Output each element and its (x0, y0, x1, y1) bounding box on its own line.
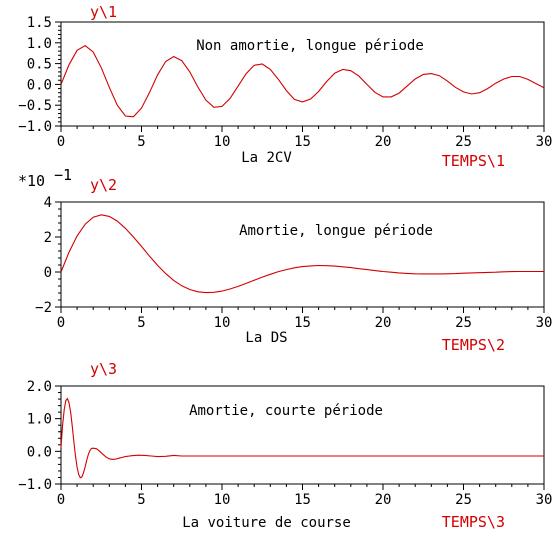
x-tick-label: 15 (294, 134, 311, 150)
x-tick-label: 20 (375, 134, 392, 150)
x-axis-caption: La voiture de course (182, 515, 351, 531)
y-tick-label: 0.0 (27, 77, 52, 93)
plot-annotation: Amortie, courte période (189, 403, 383, 419)
y-tick-label: −1.0 (18, 119, 52, 135)
x-tick-label: 0 (57, 315, 65, 331)
x-tick-label: 5 (137, 315, 145, 331)
x-tick-label: 20 (375, 315, 392, 331)
plot-frame (60, 201, 545, 308)
time-axis-label: TEMPS\2 (442, 336, 505, 354)
x-axis-caption: La 2CV (241, 150, 292, 166)
x-tick-label: 10 (214, 134, 231, 150)
x-tick-label: 25 (455, 134, 472, 150)
x-tick-label: 30 (536, 134, 552, 150)
time-axis-label: TEMPS\3 (442, 513, 505, 531)
x-tick-label: 15 (294, 492, 311, 508)
chart-panel-1: 0 5 10 15 20 25 30 1.5 1.0 0.5 0.0 −0.5 −1.0 y\1 Non a… (18, 3, 552, 170)
y-axis-label: y\1 (90, 3, 117, 21)
x-tick-label: 30 (536, 315, 552, 331)
y-tick-label: −2 (35, 300, 52, 316)
plot-frame (60, 385, 545, 485)
y-scale-factor: *10 (18, 172, 45, 190)
plot-annotation: Non amortie, longue période (196, 38, 424, 54)
x-tick-label: 30 (536, 492, 552, 508)
series-line (60, 397, 544, 479)
y-tick-label: −1.0 (18, 477, 52, 493)
y-tick-label: −0.5 (18, 98, 52, 114)
x-tick-label: 5 (137, 492, 145, 508)
y-tick-label: 1.0 (27, 412, 52, 428)
y-axis-label: y\3 (90, 360, 117, 378)
x-axis-caption: La DS (245, 330, 287, 346)
y-axis-label: y\2 (90, 176, 117, 194)
x-tick-label: 10 (214, 315, 231, 331)
x-tick-label: 0 (57, 492, 65, 508)
x-tick-label: 20 (375, 492, 392, 508)
y-tick-label: 1.5 (27, 15, 52, 31)
plot-annotation: Amortie, longue période (239, 223, 433, 239)
series-line (60, 214, 544, 294)
x-tick-label: 5 (137, 134, 145, 150)
x-tick-label: 0 (57, 134, 65, 150)
x-tick-label: 25 (455, 492, 472, 508)
y-tick-label: 1.0 (27, 36, 52, 52)
x-tick-label: 10 (214, 492, 231, 508)
y-tick-label: 2.0 (27, 379, 52, 395)
y-tick-label: 0.0 (27, 444, 52, 460)
y-tick-label: 4 (44, 195, 52, 211)
y-tick-label: 0.5 (27, 57, 52, 73)
y-tick-label: 0 (44, 265, 52, 281)
x-tick-label: 25 (455, 315, 472, 331)
y-tick-label: 2 (44, 230, 52, 246)
y-scale-exponent: −1 (54, 166, 72, 184)
chart-panel-3: 0 5 10 15 20 25 30 2.0 1.0 0.0 −1.0 y\3 Amortie, cou… (18, 360, 552, 531)
time-axis-label: TEMPS\1 (442, 152, 505, 170)
series-line (60, 45, 545, 118)
x-tick-label: 15 (294, 315, 311, 331)
